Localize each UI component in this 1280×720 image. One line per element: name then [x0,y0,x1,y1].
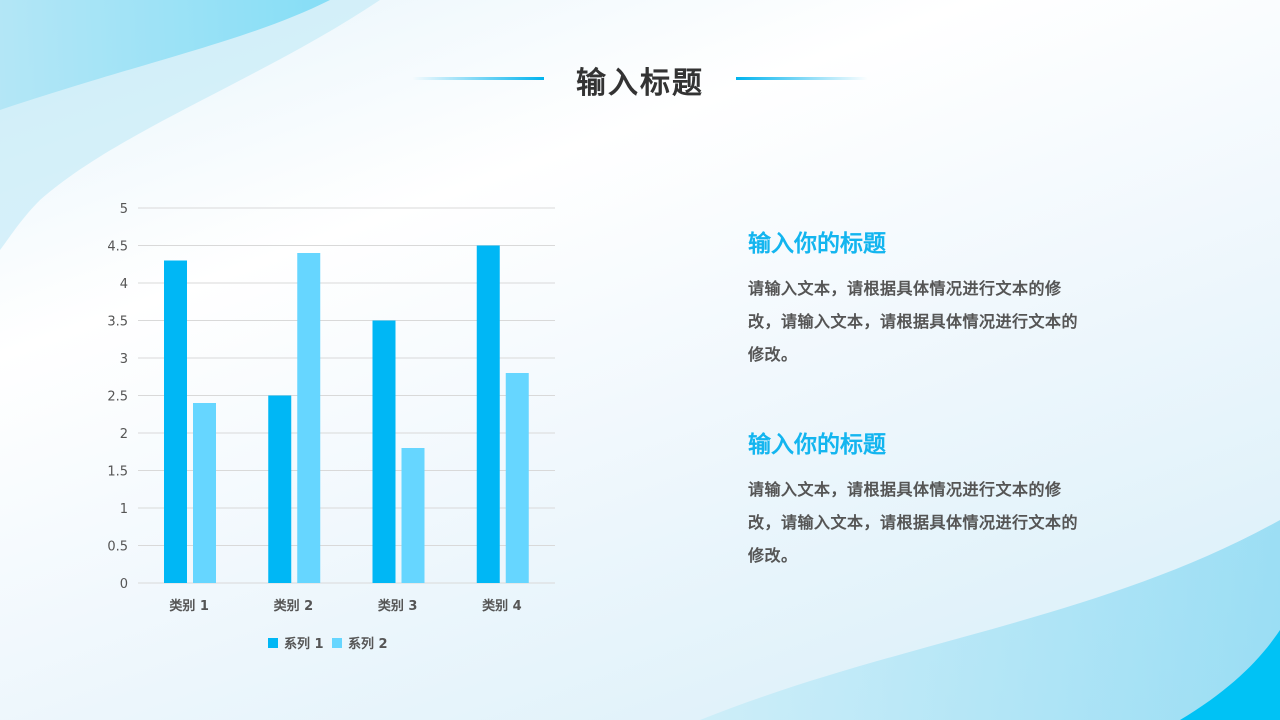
page-title: 输入标题 [576,66,704,101]
block-heading: 输入你的标题 [748,432,886,458]
y-tick-label: 1.5 [107,465,128,480]
bar-series-1 [268,395,292,583]
text-block-2: 输入你的标题 请输入文本，请根据具体情况进行文本的修改，请输入文本，请根据具体情… [748,425,1078,572]
legend-label: 系列 1 [284,636,324,652]
bar-series-2 [193,403,216,583]
y-tick-label: 3.5 [107,315,128,330]
y-tick-label: 2.5 [107,390,128,405]
bar-series-2 [297,253,321,583]
x-tick-label: 类别 3 [378,598,418,614]
title-decoration-left [412,77,544,80]
bar-chart: 0 0.5 1 1.5 2 2.5 3 3.5 4 4.5 5 类别 1 类别 2 类别 3 类别 4 系列 … [107,202,555,652]
y-tick-label: 3 [120,352,128,367]
y-tick-label: 4.5 [107,240,128,255]
block-body: 请输入文本，请根据具体情况进行文本的修改，请输入文本，请根据具体情况进行文本的修… [748,480,1079,565]
legend-swatch [332,638,342,648]
block-heading: 输入你的标题 [748,231,886,257]
y-tick-label: 4 [120,277,128,292]
y-tick-label: 2 [120,427,128,442]
legend-label: 系列 2 [348,636,388,652]
y-tick-label: 0.5 [107,540,128,555]
bar-series-2 [401,448,425,583]
x-tick-label: 类别 1 [169,598,209,614]
block-body: 请输入文本，请根据具体情况进行文本的修改，请输入文本，请根据具体情况进行文本的修… [748,279,1079,364]
bar-series-1 [372,320,396,583]
text-block-1: 输入你的标题 请输入文本，请根据具体情况进行文本的修改，请输入文本，请根据具体情… [748,224,1078,371]
legend-swatch [268,638,278,648]
y-tick-label: 1 [120,502,128,517]
bar-series-1 [476,245,500,583]
title-decoration-right [736,77,868,80]
x-tick-label: 类别 2 [274,598,314,614]
x-tick-label: 类别 4 [482,598,522,614]
bar-series-1 [164,260,187,583]
bar-series-2 [505,373,529,583]
y-tick-label: 5 [120,202,128,217]
y-tick-label: 0 [120,577,128,592]
